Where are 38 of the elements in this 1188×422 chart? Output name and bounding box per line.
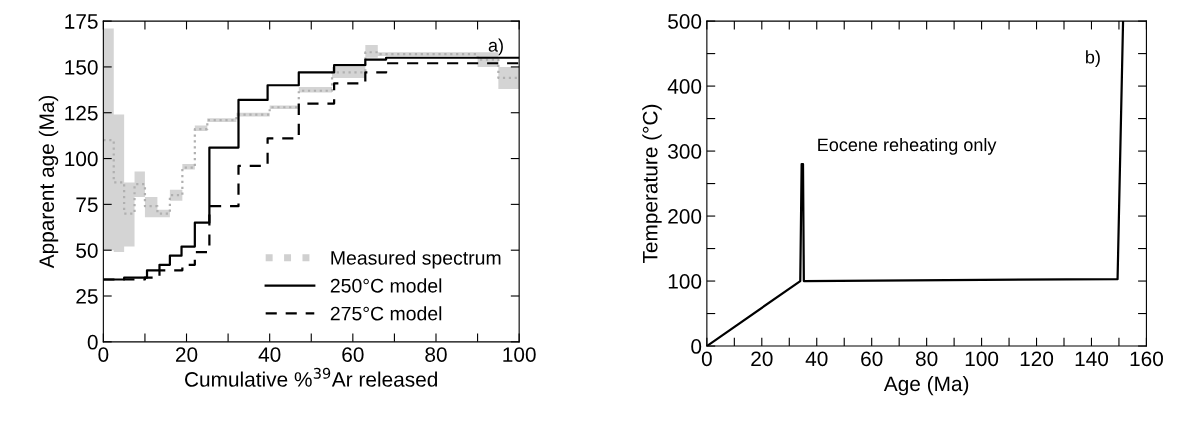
y-tick-label: 400 bbox=[667, 79, 702, 94]
x-tick-label: 20 bbox=[175, 347, 198, 362]
x-tick-label: 60 bbox=[861, 351, 883, 367]
y-tick-label: 100 bbox=[668, 274, 702, 289]
y-tick-label: 100 bbox=[65, 151, 98, 167]
y-tick-label: 150 bbox=[65, 59, 98, 75]
x-tick-label: 0 bbox=[98, 347, 109, 362]
x-tick-label: 160 bbox=[1130, 351, 1163, 367]
x-tick-label: 0 bbox=[701, 351, 712, 367]
y-axis-title: Apparent age (Ma) bbox=[38, 95, 59, 269]
y-tick-label: 125 bbox=[65, 105, 98, 121]
y-tick-label: 0 bbox=[87, 334, 98, 350]
x-tick-label: 40 bbox=[258, 347, 281, 362]
annotation: a) bbox=[488, 38, 503, 56]
y-tick-label: 500 bbox=[668, 14, 702, 29]
annotation: Eocene reheating only bbox=[818, 137, 997, 155]
x-tick-label: 100 bbox=[965, 351, 999, 367]
y-tick-label: 75 bbox=[76, 197, 98, 213]
x-tick-label: 80 bbox=[915, 351, 938, 367]
x-tick-label: 80 bbox=[425, 347, 447, 362]
legend-label: Measured spectrum bbox=[331, 250, 501, 269]
x-tick-label: 60 bbox=[342, 347, 364, 362]
x-tick-label: 140 bbox=[1075, 351, 1109, 367]
x-axis-title: Age (Ma) bbox=[883, 375, 969, 396]
y-axis-title: Temperature (°C) bbox=[642, 104, 662, 264]
x-tick-label: 20 bbox=[751, 351, 773, 367]
y-tick-label: 200 bbox=[668, 209, 702, 224]
y-tick-label: 50 bbox=[76, 243, 98, 258]
legend-label: 250°C model bbox=[330, 278, 442, 293]
annotation: b) bbox=[1086, 50, 1100, 68]
y-tick-label: 175 bbox=[65, 14, 98, 29]
x-axis-title: Cumulative %$^{39}$Ar released bbox=[185, 367, 437, 387]
x-tick-label: 40 bbox=[805, 351, 828, 367]
y-tick-label: 300 bbox=[668, 144, 702, 159]
x-tick-label: 120 bbox=[1020, 351, 1054, 367]
y-tick-label: 25 bbox=[76, 289, 98, 304]
x-tick-label: 100 bbox=[503, 347, 536, 362]
legend-label: 275°C model bbox=[330, 306, 442, 321]
